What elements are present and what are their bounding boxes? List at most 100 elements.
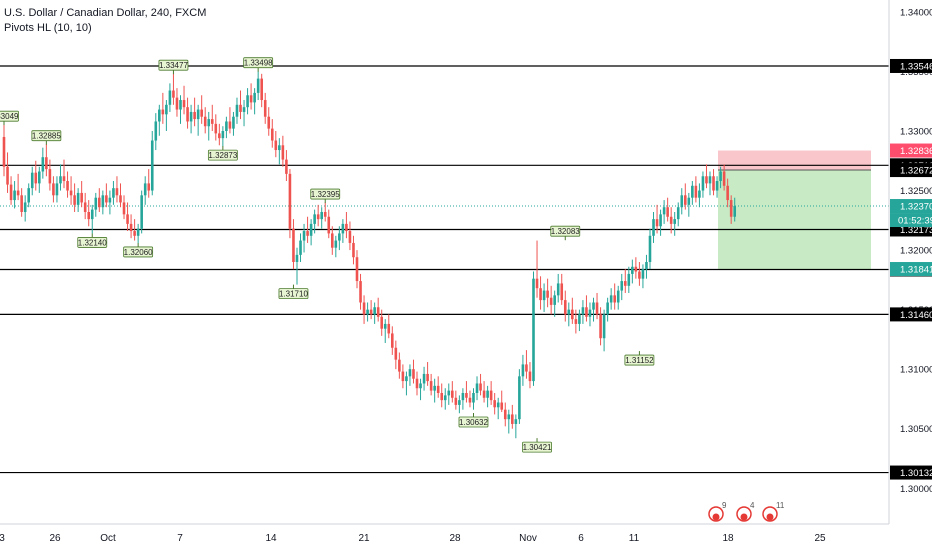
candle-body [440, 393, 444, 401]
time-tick-label: 11 [629, 533, 640, 544]
candle-body [27, 188, 31, 203]
pivot-value: 1.30421 [523, 443, 552, 452]
candle-body [408, 369, 412, 377]
candle-body [475, 383, 479, 393]
candle [210, 104, 214, 131]
candle [535, 240, 539, 298]
candle [391, 326, 394, 355]
candle [599, 307, 602, 346]
position-zones [718, 150, 871, 270]
support-resistance-lines [0, 65, 889, 474]
candle-body [429, 381, 433, 391]
candle [320, 207, 323, 229]
candle-body [94, 197, 98, 210]
candle [59, 164, 62, 191]
price-tick-label: 1.34000 [900, 7, 932, 18]
candle [493, 393, 496, 415]
candle-body [218, 133, 221, 139]
candle [80, 181, 83, 208]
candle-body [405, 376, 408, 382]
candle [652, 211, 655, 243]
candle-body [45, 157, 48, 170]
candle-body [609, 295, 613, 303]
price-label-text: 1.30132 [900, 468, 932, 479]
candle [366, 302, 369, 322]
candle [581, 300, 585, 324]
candle [355, 250, 359, 289]
candle [518, 369, 521, 424]
candle-body [66, 181, 69, 191]
event-flag [766, 513, 774, 521]
pivot-value: 1.32873 [208, 151, 237, 160]
price-axis[interactable]: 1.300001.305001.310001.315001.320001.325… [888, 0, 932, 524]
candle [23, 195, 27, 222]
candle-body [143, 183, 147, 196]
candle [203, 107, 207, 134]
pivot-box [31, 130, 62, 142]
candle [214, 114, 218, 141]
candle-body [179, 100, 182, 110]
candle [426, 362, 429, 386]
pivot-box [243, 57, 274, 69]
candle-body [705, 176, 708, 184]
candle [719, 166, 722, 189]
candle [574, 309, 578, 334]
candle-body [112, 188, 115, 198]
candle-body [581, 307, 585, 315]
candle-body [186, 107, 189, 122]
candle-body [316, 214, 320, 220]
economic-event-icon[interactable]: 11 [762, 501, 785, 522]
candle [687, 192, 691, 217]
price-label: 1.31460 [890, 307, 932, 322]
candle [419, 378, 422, 401]
candle-body [549, 297, 553, 305]
economic-event-icon[interactable]: 4 [736, 501, 755, 522]
candle-body [613, 295, 616, 303]
candle-body [585, 307, 588, 317]
candle [496, 397, 500, 420]
candle-body [652, 219, 655, 236]
event-markers[interactable]: 9 4 11 [708, 501, 785, 522]
candle-body [253, 92, 256, 103]
candle [511, 404, 514, 429]
time-tick-label: 28 [449, 533, 461, 544]
candle-body [627, 273, 631, 286]
candle-body [232, 116, 235, 129]
pivot-value: 1.32060 [124, 248, 153, 257]
candle [609, 288, 613, 310]
candle-body [203, 116, 207, 127]
candle [631, 259, 634, 284]
candle [161, 92, 165, 124]
price-label: 1.31841 [890, 262, 932, 277]
candle [253, 88, 256, 115]
candle [482, 381, 486, 403]
candle-body [691, 185, 694, 198]
price-label: 1.32836 [890, 143, 932, 158]
candle [90, 204, 94, 234]
chart-legend: U.S. Dollar / Canadian Dollar, 240, FXCM… [4, 6, 206, 36]
candle [115, 176, 119, 203]
candle-body [733, 206, 737, 217]
time-axis[interactable]: 3 26 Oct 7 14 21 28 Nov 6 11 18 25 [0, 523, 889, 544]
candle-body [451, 390, 454, 398]
indicator-title: Pivots HL (10, 10) [4, 22, 92, 34]
candle-body [521, 364, 525, 377]
candle-body [341, 223, 345, 234]
price-label: 1.30132 [890, 465, 932, 480]
candle [140, 190, 143, 234]
pivot-label: 1.32395 [310, 188, 340, 204]
candle-body [623, 281, 627, 286]
candle-body [496, 402, 500, 408]
candle [76, 188, 80, 212]
price-label-box [890, 58, 932, 73]
economic-event-icon[interactable]: 9 [708, 501, 727, 522]
candle [489, 381, 493, 405]
candle [408, 364, 412, 386]
event-flag [740, 513, 748, 521]
candle-body [62, 176, 66, 182]
candle [698, 183, 701, 208]
candle [655, 204, 659, 234]
candle-body [436, 385, 440, 393]
candle [274, 131, 278, 158]
